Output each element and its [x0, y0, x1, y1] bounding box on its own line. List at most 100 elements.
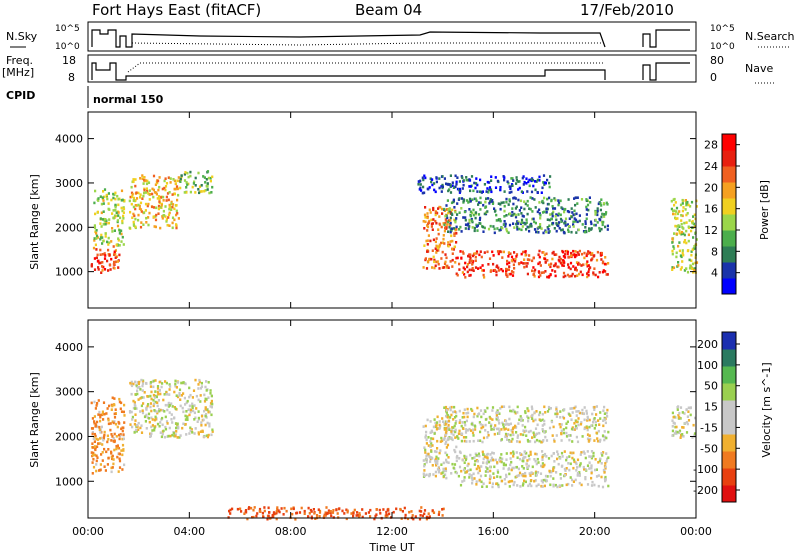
range-gate-cell [502, 405, 506, 408]
range-gate-cell [162, 195, 165, 199]
range-gate-cell [431, 457, 434, 460]
range-gate-cell [487, 191, 490, 194]
range-gate-cell [484, 470, 487, 473]
range-gate-cell [152, 385, 155, 389]
range-gate-cell [440, 241, 443, 245]
range-gate-cell [595, 475, 599, 478]
range-gate-cell [93, 436, 96, 439]
range-gate-cell [147, 216, 150, 219]
range-gate-cell [529, 196, 532, 199]
range-gate-cell [179, 398, 182, 401]
range-gate-cell [149, 193, 152, 196]
colorbar-segment [722, 417, 736, 435]
range-gate-cell [278, 510, 281, 514]
range-gate-cell [495, 482, 498, 486]
range-gate-cell [468, 258, 471, 262]
range-gate-cell [504, 435, 507, 439]
range-gate-cell [525, 221, 528, 224]
range-gate-cell [423, 509, 427, 512]
range-gate-cell [541, 424, 544, 427]
range-gate-cell [424, 176, 427, 180]
range-gate-cell [436, 415, 439, 419]
range-gate-cell [489, 459, 492, 462]
range-gate-cell [432, 238, 435, 242]
range-gate-cell [576, 474, 579, 477]
range-gate-cell [157, 195, 161, 198]
range-gate-cell [572, 225, 575, 228]
range-gate-cell [671, 237, 674, 240]
range-gate-cell [550, 217, 553, 221]
range-gate-cell [434, 457, 437, 461]
range-gate-cell [485, 190, 488, 193]
range-gate-cell [145, 216, 148, 220]
range-gate-cell [579, 270, 582, 274]
range-gate-cell [512, 483, 515, 487]
range-gate-cell [527, 430, 530, 434]
range-gate-cell [569, 476, 572, 479]
range-gate-cell [482, 203, 485, 207]
range-gate-cell [141, 380, 145, 384]
range-gate-cell [505, 229, 509, 233]
range-gate-cell [546, 410, 550, 413]
range-gate-cell [159, 206, 162, 209]
range-gate-cell [468, 476, 471, 479]
range-gate-cell [600, 475, 603, 479]
range-gate-cell [449, 184, 452, 188]
date-label: 17/Feb/2010 [580, 1, 674, 19]
range-gate-cell [175, 386, 178, 389]
range-gate-cell [475, 467, 478, 471]
range-gate-cell [603, 438, 606, 442]
range-gate-cell [578, 249, 581, 253]
range-gate-cell [578, 263, 581, 266]
range-gate-cell [431, 464, 434, 467]
range-gate-cell [474, 425, 477, 428]
range-gate-cell [164, 177, 167, 180]
range-gate-cell [448, 225, 451, 229]
range-gate-cell [116, 425, 119, 429]
range-gate-cell [529, 474, 532, 477]
range-gate-cell [474, 186, 477, 190]
range-gate-cell [599, 438, 602, 442]
range-gate-cell [113, 193, 116, 196]
range-gate-cell [431, 183, 434, 187]
range-gate-cell [155, 213, 158, 217]
freq-label: Freq. [6, 54, 33, 67]
range-gate-cell [574, 196, 577, 200]
range-gate-cell [167, 216, 170, 219]
range-gate-cell [677, 405, 680, 408]
range-gate-cell [189, 174, 192, 178]
range-gate-cell [590, 450, 594, 453]
range-gate-cell [468, 255, 471, 258]
range-gate-cell [180, 394, 183, 397]
range-gate-cell [687, 203, 690, 207]
range-gate-cell [585, 409, 588, 413]
range-gate-cell [489, 417, 492, 420]
range-gate-cell [588, 268, 591, 271]
range-gate-cell [477, 471, 480, 475]
range-gate-cell [533, 458, 536, 461]
range-gate-cell [516, 405, 519, 409]
range-gate-cell [520, 190, 523, 193]
range-gate-cell [468, 197, 472, 201]
range-gate-cell [96, 420, 99, 424]
range-gate-cell [182, 392, 185, 395]
range-gate-cell [526, 407, 529, 410]
range-gate-cell [374, 514, 377, 518]
range-gate-cell [104, 235, 107, 238]
range-gate-cell [592, 271, 595, 274]
range-gate-cell [692, 222, 696, 226]
range-gate-cell [544, 474, 548, 478]
range-gate-cell [113, 250, 116, 254]
range-gate-cell [204, 408, 207, 411]
range-gate-cell [448, 406, 451, 410]
range-gate-cell [546, 259, 549, 262]
range-gate-cell [568, 275, 571, 278]
range-gate-cell [373, 517, 376, 521]
range-gate-cell [178, 388, 182, 392]
range-gate-cell [426, 239, 429, 242]
range-gate-cell [512, 466, 515, 470]
range-gate-cell [132, 399, 135, 403]
range-gate-cell [548, 469, 551, 473]
range-gate-cell [173, 218, 176, 222]
velocity-y-label: Slant Range [km] [28, 372, 41, 468]
